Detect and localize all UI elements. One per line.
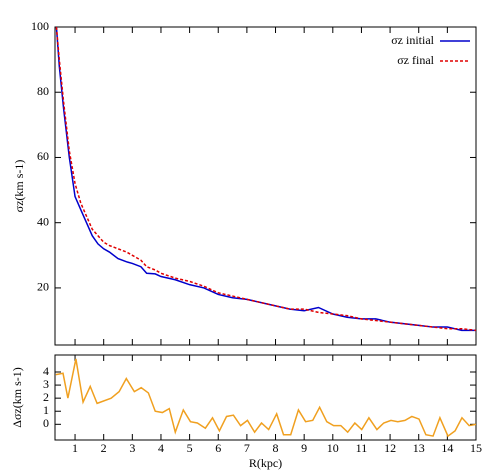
x-tick-label: 14 bbox=[441, 441, 453, 455]
x-tick-label: 6 bbox=[215, 441, 221, 455]
y-tick-label: 1 bbox=[43, 403, 49, 417]
series-line bbox=[55, 27, 476, 332]
x-tick-label: 10 bbox=[327, 441, 339, 455]
x-tick-label: 2 bbox=[101, 441, 107, 455]
x-tick-label: 3 bbox=[129, 441, 135, 455]
x-tick-label: 13 bbox=[413, 441, 425, 455]
y-tick-label: 4 bbox=[43, 364, 49, 378]
y-tick-label: 100 bbox=[31, 19, 49, 33]
series-line bbox=[55, 27, 476, 332]
legend-label: σz final bbox=[397, 53, 434, 67]
x-tick-label: 4 bbox=[158, 441, 164, 455]
plot-frame bbox=[54, 26, 477, 346]
x-tick-label: 11 bbox=[356, 441, 368, 455]
x-tick-label: 1 bbox=[72, 441, 78, 455]
x-tick-label: 12 bbox=[384, 441, 396, 455]
legend-label: σz initial bbox=[391, 33, 434, 47]
plot-frame bbox=[54, 354, 477, 441]
y-axis-label: Δσz(km s-1) bbox=[10, 367, 24, 428]
y-tick-label: 20 bbox=[37, 280, 49, 294]
series-group bbox=[55, 27, 476, 332]
x-axis-label: R(kpc) bbox=[249, 456, 282, 470]
y-tick-label: 2 bbox=[43, 390, 49, 404]
y-tick-label: 40 bbox=[37, 214, 49, 228]
y-tick-label: 60 bbox=[37, 149, 49, 163]
x-tick-label: 5 bbox=[187, 441, 193, 455]
series-group bbox=[55, 358, 476, 438]
y-tick-label: 0 bbox=[43, 416, 49, 430]
y-axis-label: σz(km s-1) bbox=[12, 160, 26, 213]
x-tick-label: 7 bbox=[244, 441, 250, 455]
y-tick-label: 80 bbox=[37, 84, 49, 98]
x-tick-label: 15 bbox=[470, 441, 482, 455]
series-line bbox=[55, 358, 476, 438]
y-tick-label: 3 bbox=[43, 377, 49, 391]
x-tick-label: 8 bbox=[273, 441, 279, 455]
x-tick-label: 9 bbox=[301, 441, 307, 455]
